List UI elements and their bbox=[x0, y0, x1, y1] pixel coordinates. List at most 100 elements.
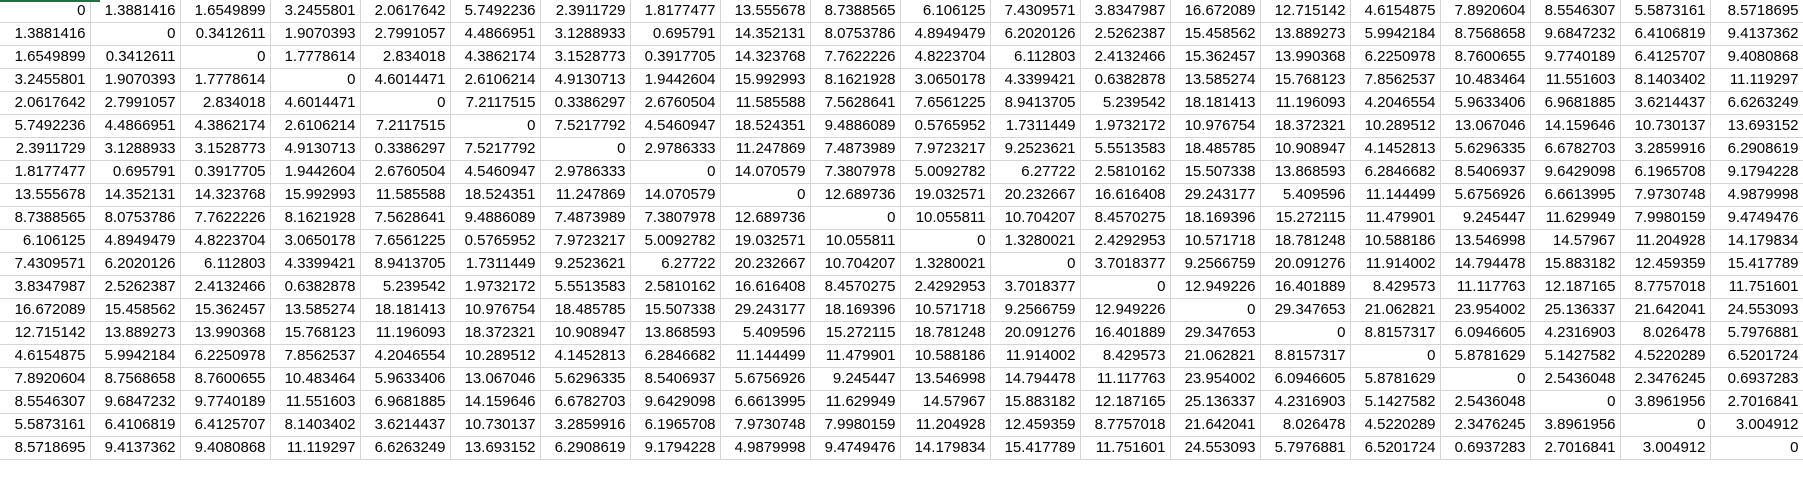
cell[interactable]: 14.179834 bbox=[1710, 229, 1803, 253]
cell[interactable]: 7.8920604 bbox=[1440, 0, 1531, 23]
cell[interactable]: 11.119297 bbox=[270, 436, 361, 460]
cell[interactable]: 7.5217792 bbox=[540, 114, 631, 138]
cell[interactable]: 6.5201724 bbox=[1710, 344, 1803, 368]
cell[interactable]: 8.8157317 bbox=[1350, 321, 1441, 345]
cell[interactable]: 13.990368 bbox=[180, 321, 271, 345]
cell[interactable]: 4.5460947 bbox=[630, 114, 721, 138]
cell[interactable]: 20.091276 bbox=[990, 321, 1081, 345]
cell[interactable]: 14.57967 bbox=[1530, 229, 1621, 253]
cell[interactable]: 2.5810162 bbox=[630, 275, 721, 299]
cell[interactable]: 7.9723217 bbox=[900, 137, 991, 161]
cell[interactable]: 4.6154875 bbox=[0, 344, 91, 368]
cell[interactable]: 16.672089 bbox=[0, 298, 91, 322]
cell[interactable]: 9.2566759 bbox=[1170, 252, 1261, 276]
cell[interactable]: 3.1528773 bbox=[180, 137, 271, 161]
cell[interactable]: 5.7492236 bbox=[450, 0, 541, 23]
cell[interactable]: 11.629949 bbox=[810, 390, 901, 414]
cell[interactable]: 6.6613995 bbox=[720, 390, 811, 414]
cell[interactable]: 5.8781629 bbox=[1350, 367, 1441, 391]
cell[interactable]: 0.695791 bbox=[90, 160, 181, 184]
cell[interactable]: 6.9681885 bbox=[360, 390, 451, 414]
cell[interactable]: 6.6263249 bbox=[1710, 91, 1803, 115]
cell[interactable]: 4.4866951 bbox=[90, 114, 181, 138]
cell[interactable]: 3.004912 bbox=[1710, 413, 1803, 437]
cell[interactable]: 15.458562 bbox=[90, 298, 181, 322]
cell[interactable]: 0.3412611 bbox=[90, 45, 181, 69]
cell[interactable]: 15.883182 bbox=[990, 390, 1081, 414]
cell[interactable]: 7.9723217 bbox=[540, 229, 631, 253]
cell[interactable]: 0 bbox=[0, 0, 91, 23]
cell[interactable]: 3.6214437 bbox=[360, 413, 451, 437]
cell[interactable]: 15.272115 bbox=[810, 321, 901, 345]
cell[interactable]: 5.5873161 bbox=[0, 413, 91, 437]
cell[interactable]: 6.4106819 bbox=[1620, 22, 1711, 46]
cell[interactable]: 10.588186 bbox=[900, 344, 991, 368]
cell[interactable]: 3.1288933 bbox=[540, 22, 631, 46]
cell[interactable]: 11.629949 bbox=[1530, 206, 1621, 230]
cell[interactable]: 1.3280021 bbox=[900, 252, 991, 276]
cell[interactable]: 1.9442604 bbox=[630, 68, 721, 92]
cell[interactable]: 23.954002 bbox=[1440, 298, 1531, 322]
cell[interactable]: 13.546998 bbox=[1440, 229, 1531, 253]
cell[interactable]: 11.751601 bbox=[1710, 275, 1803, 299]
cell[interactable]: 18.372321 bbox=[450, 321, 541, 345]
cell[interactable]: 11.117763 bbox=[1080, 367, 1171, 391]
cell[interactable]: 11.196093 bbox=[1260, 91, 1351, 115]
cell[interactable]: 8.1403402 bbox=[1620, 68, 1711, 92]
cell[interactable]: 2.6106214 bbox=[270, 114, 361, 138]
cell[interactable]: 0.3917705 bbox=[630, 45, 721, 69]
cell[interactable]: 4.6014471 bbox=[270, 91, 361, 115]
cell[interactable]: 11.144499 bbox=[720, 344, 811, 368]
cell[interactable]: 8.7568658 bbox=[90, 367, 181, 391]
cell[interactable]: 6.1965708 bbox=[1620, 160, 1711, 184]
cell[interactable]: 10.289512 bbox=[450, 344, 541, 368]
cell[interactable]: 7.8562537 bbox=[270, 344, 361, 368]
cell[interactable]: 5.1427582 bbox=[1530, 344, 1621, 368]
cell[interactable]: 0 bbox=[90, 22, 181, 46]
cell[interactable]: 4.5220289 bbox=[1350, 413, 1441, 437]
cell[interactable]: 9.1794228 bbox=[630, 436, 721, 460]
cell[interactable]: 9.2523621 bbox=[540, 252, 631, 276]
cell[interactable]: 10.483464 bbox=[1440, 68, 1531, 92]
cell[interactable]: 5.9633406 bbox=[360, 367, 451, 391]
cell[interactable]: 15.272115 bbox=[1260, 206, 1351, 230]
cell[interactable]: 16.401889 bbox=[1260, 275, 1351, 299]
cell[interactable]: 0 bbox=[900, 229, 991, 253]
cell[interactable]: 0 bbox=[630, 160, 721, 184]
cell[interactable]: 14.159646 bbox=[1530, 114, 1621, 138]
cell[interactable]: 2.7991057 bbox=[90, 91, 181, 115]
cell[interactable]: 20.091276 bbox=[1260, 252, 1351, 276]
cell[interactable]: 16.616408 bbox=[1080, 183, 1171, 207]
cell[interactable]: 18.485785 bbox=[1170, 137, 1261, 161]
cell[interactable]: 0.5765952 bbox=[900, 114, 991, 138]
cell[interactable]: 5.6756926 bbox=[720, 367, 811, 391]
cell[interactable]: 2.0617642 bbox=[360, 0, 451, 23]
cell[interactable]: 5.7492236 bbox=[0, 114, 91, 138]
cell[interactable]: 10.908947 bbox=[1260, 137, 1351, 161]
cell[interactable]: 9.2566759 bbox=[990, 298, 1081, 322]
cell[interactable]: 16.672089 bbox=[1170, 0, 1261, 23]
cell[interactable]: 8.429573 bbox=[1350, 275, 1441, 299]
cell[interactable]: 8.026478 bbox=[1260, 413, 1351, 437]
cell[interactable]: 11.117763 bbox=[1440, 275, 1531, 299]
cell[interactable]: 10.055811 bbox=[900, 206, 991, 230]
cell[interactable]: 9.6429098 bbox=[630, 390, 721, 414]
cell[interactable]: 2.4132466 bbox=[1080, 45, 1171, 69]
cell[interactable]: 18.181413 bbox=[1170, 91, 1261, 115]
cell[interactable]: 7.7622226 bbox=[810, 45, 901, 69]
cell[interactable]: 2.5810162 bbox=[1080, 160, 1171, 184]
cell[interactable]: 4.8223704 bbox=[900, 45, 991, 69]
cell[interactable]: 25.136337 bbox=[1530, 298, 1621, 322]
cell[interactable]: 24.553093 bbox=[1170, 436, 1261, 460]
cell[interactable]: 8.7757018 bbox=[1080, 413, 1171, 437]
cell[interactable]: 7.9730748 bbox=[1620, 183, 1711, 207]
cell[interactable]: 2.834018 bbox=[360, 45, 451, 69]
cell[interactable]: 8.9413705 bbox=[360, 252, 451, 276]
cell[interactable]: 21.642041 bbox=[1170, 413, 1261, 437]
cell[interactable]: 1.7311449 bbox=[450, 252, 541, 276]
cell[interactable]: 5.1427582 bbox=[1350, 390, 1441, 414]
cell[interactable]: 6.2846682 bbox=[1350, 160, 1441, 184]
cell[interactable]: 14.179834 bbox=[900, 436, 991, 460]
cell[interactable]: 6.112803 bbox=[180, 252, 271, 276]
